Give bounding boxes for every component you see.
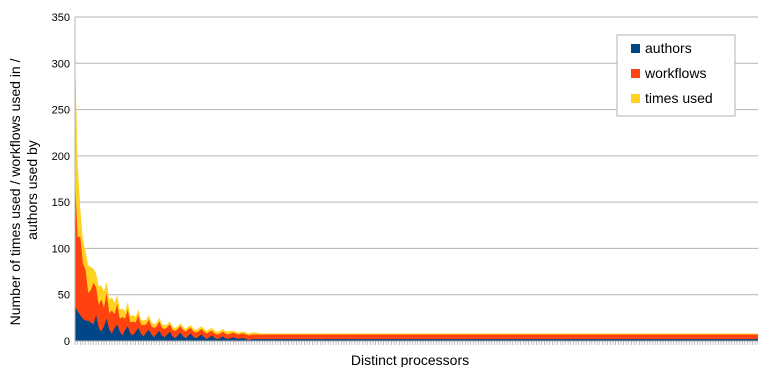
legend-label: times used: [645, 90, 713, 106]
series-area-authors: [75, 305, 758, 341]
y-axis-title-line-2: authors used by: [24, 140, 40, 240]
legend: authors workflows times used: [616, 34, 736, 117]
y-tick-label: 100: [52, 243, 70, 255]
y-tick-labels: 0 50 100 150 200 250 300 350: [52, 12, 70, 348]
y-tick-label: 150: [52, 197, 70, 209]
legend-swatch: [631, 94, 640, 103]
y-axis-title: Number of times used / workflows used in…: [7, 55, 40, 326]
y-tick-label: 300: [52, 58, 70, 70]
series-areas: [75, 51, 758, 341]
axes: [74, 17, 758, 345]
y-tick-label: 50: [58, 290, 70, 302]
y-tick-label: 0: [64, 336, 70, 348]
y-tick-label: 200: [52, 151, 70, 163]
legend-label: workflows: [644, 65, 706, 81]
y-tick-label: 250: [52, 105, 70, 117]
legend-swatch: [631, 44, 640, 53]
legend-swatch: [631, 69, 640, 78]
legend-label: authors: [645, 40, 692, 56]
y-axis-title-line-1: Number of times used / workflows used in…: [7, 58, 23, 325]
x-axis-title: Distinct processors: [351, 352, 469, 367]
y-tick-label: 350: [52, 12, 70, 24]
